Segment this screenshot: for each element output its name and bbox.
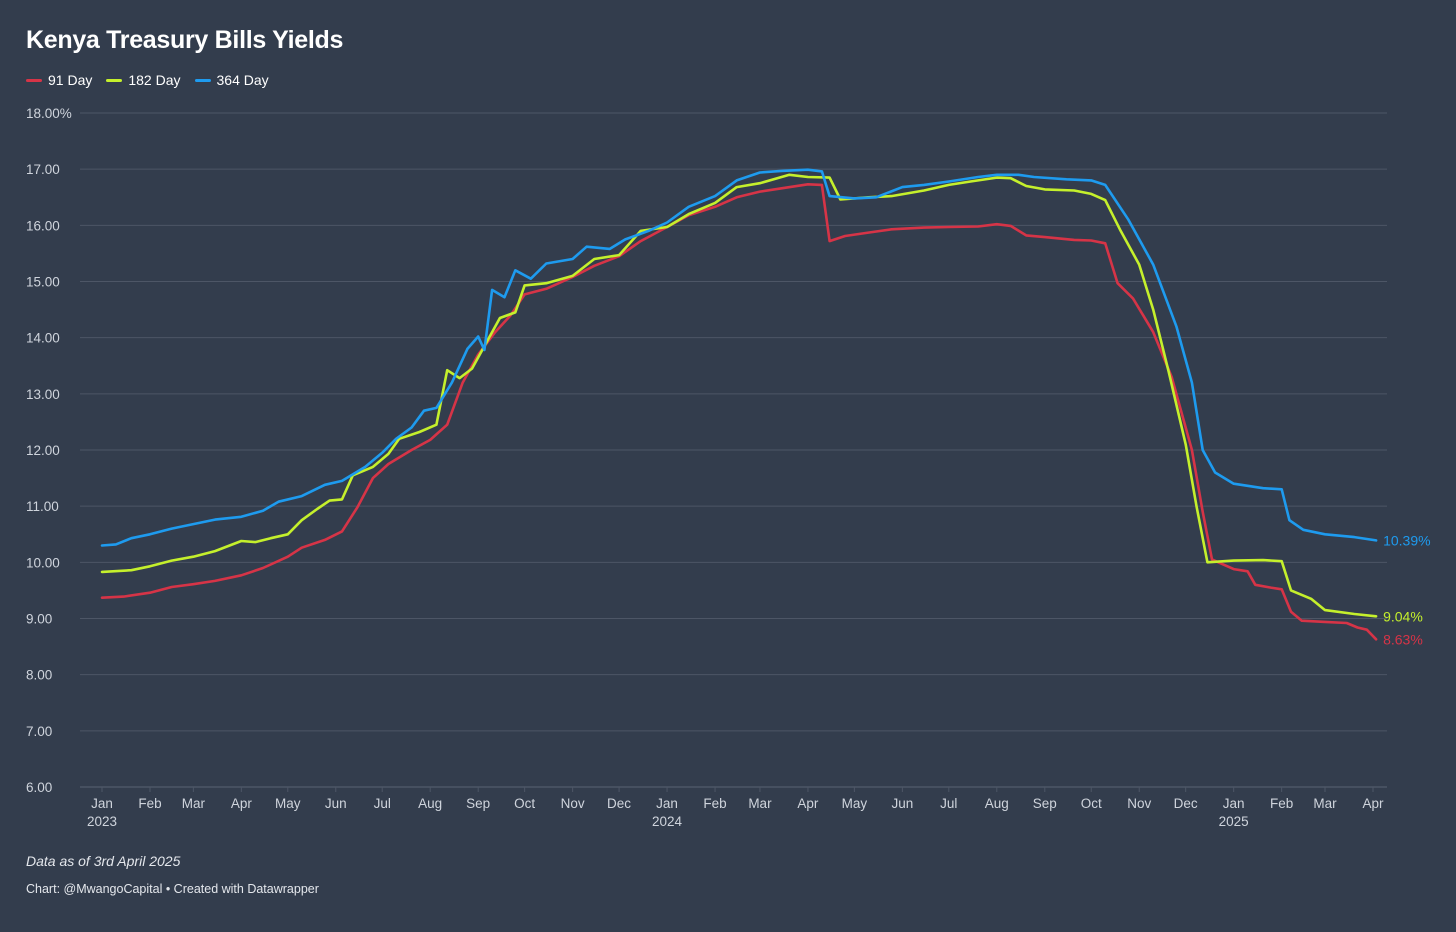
series-line-364-day (100, 168, 1378, 547)
series-line-182-day (100, 173, 1378, 618)
x-tick-label: Nov (561, 796, 585, 811)
legend-label-364-day: 364 Day (216, 72, 269, 88)
y-tick-label: 15.00 (26, 275, 60, 290)
grid-layer (80, 112, 1387, 788)
end-labels: 8.63% 9.04% 10.39% (1383, 532, 1430, 647)
x-axis-ticks: Jan 2023 Feb Mar Apr May Jun Jul Aug Sep Oct Nov Dec… (87, 787, 1384, 829)
legend-swatch-364-day (194, 78, 211, 82)
x-tick-label: May (275, 796, 301, 811)
y-tick-label: 11.00 (26, 499, 59, 514)
y-tick-label: 8.00 (26, 668, 52, 683)
x-tick-label: Jun (325, 796, 347, 811)
y-tick-label: 14.00 (26, 331, 60, 346)
x-tick-label: Apr (1362, 796, 1384, 811)
end-label-182-day: 9.04% (1383, 608, 1423, 624)
x-tick-label: Mar (1313, 796, 1337, 811)
x-tick-label: Jun (891, 796, 913, 811)
y-tick-label: 7.00 (26, 724, 52, 739)
series-layer (100, 168, 1378, 641)
x-tick-year-label: 2023 (87, 814, 117, 829)
data-note: Data as of 3rd April 2025 (26, 853, 181, 869)
chart-legend: 91 Day 182 Day 364 Day (26, 72, 269, 88)
x-tick-year-label: 2025 (1219, 814, 1249, 829)
x-tick-label: Jan (91, 796, 113, 811)
legend-item-364-day: 364 Day (194, 72, 269, 88)
y-tick-label: 18.00% (26, 106, 72, 121)
x-tick-year-label: 2024 (652, 814, 683, 829)
x-tick-label: Jul (374, 796, 391, 811)
legend-label-91-day: 91 Day (48, 72, 93, 88)
y-tick-label: 17.00 (26, 162, 60, 177)
x-tick-label: Dec (607, 796, 631, 811)
chart-credit: Chart: @MwangoCapital • Created with Dat… (26, 882, 319, 896)
x-tick-label: Sep (466, 796, 490, 811)
legend-item-91-day: 91 Day (26, 72, 92, 88)
y-tick-label: 6.00 (26, 780, 52, 795)
y-tick-label: 16.00 (26, 218, 60, 233)
x-tick-label: Dec (1174, 796, 1198, 811)
end-label-364-day: 10.39% (1383, 532, 1430, 548)
x-tick-label: Apr (797, 796, 819, 811)
x-tick-label: May (842, 796, 868, 811)
x-tick-label: Feb (138, 796, 161, 811)
x-tick-label: Aug (985, 796, 1009, 811)
x-tick-label: Jan (1223, 796, 1245, 811)
x-tick-label: Aug (418, 796, 442, 811)
x-tick-label: Oct (1081, 796, 1102, 811)
y-tick-label: 9.00 (26, 612, 52, 627)
end-label-91-day: 8.63% (1383, 631, 1423, 647)
y-axis-ticks: 18.00% 17.00 16.00 15.00 14.00 13.00 12.00 11.0… (26, 106, 72, 795)
x-tick-label: Feb (703, 796, 726, 811)
x-tick-label: Mar (748, 796, 772, 811)
x-tick-label: Apr (231, 796, 253, 811)
x-tick-label: Mar (182, 796, 206, 811)
y-tick-label: 13.00 (26, 387, 60, 402)
x-tick-label: Nov (1127, 796, 1151, 811)
y-tick-label: 12.00 (26, 443, 60, 458)
x-tick-label: Jul (940, 796, 957, 811)
y-tick-label: 10.00 (26, 555, 60, 570)
legend-swatch-182-day (106, 78, 123, 82)
legend-item-182-day: 182 Day (106, 72, 181, 88)
legend-swatch-91-day (26, 78, 42, 82)
x-tick-label: Jan (656, 796, 678, 811)
chart-title: Kenya Treasury Bills Yields (26, 26, 344, 54)
legend-label-182-day: 182 Day (128, 72, 181, 88)
x-tick-label: Feb (1270, 796, 1293, 811)
x-tick-label: Oct (514, 796, 535, 811)
series-line-91-day (100, 183, 1378, 641)
x-tick-label: Sep (1033, 796, 1057, 811)
